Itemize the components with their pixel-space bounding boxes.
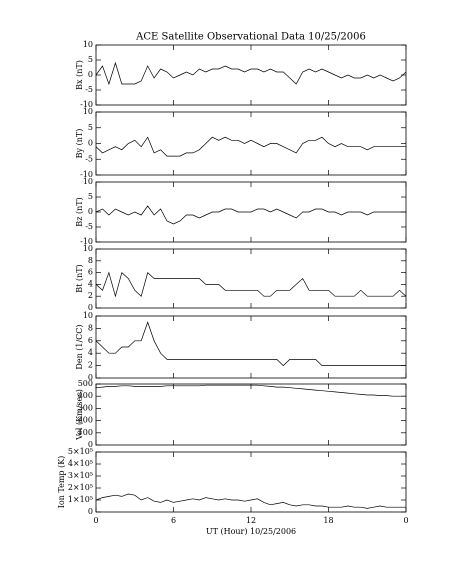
y-tick-label: 10 — [83, 107, 93, 116]
y-axis-label: Bz (nT) — [75, 197, 84, 226]
y-tick-label: -10 — [80, 170, 93, 179]
y-tick-label: 8 — [88, 256, 93, 265]
y-tick-label: 4 — [88, 348, 93, 357]
data-line — [95, 136, 406, 157]
y-tick-label: 10 — [83, 311, 93, 320]
x-tick-label: 18 — [323, 516, 333, 525]
y-tick-label: 2 — [88, 291, 93, 300]
x-tick-label: 6 — [171, 516, 176, 525]
y-tick-label: 0 — [88, 139, 93, 148]
y-tick-label: 2 — [88, 361, 93, 370]
data-line — [95, 384, 406, 397]
data-line — [95, 321, 406, 367]
y-axis-label: Ion Temp (K) — [57, 456, 66, 509]
y-tick-label: 5×10⁵ — [68, 447, 93, 456]
x-axis-label: UT (Hour) 10/25/2006 — [206, 527, 296, 536]
data-line — [95, 493, 406, 509]
y-tick-label: 100 — [78, 428, 93, 437]
y-tick-label: -10 — [80, 237, 93, 246]
y-tick-label: 1×10⁵ — [68, 495, 93, 504]
y-tick-label: 4 — [88, 279, 93, 288]
x-tick-label: 0 — [403, 516, 408, 525]
data-line — [95, 205, 406, 225]
y-tick-label: 5 — [88, 55, 93, 64]
y-tick-label: -5 — [85, 222, 93, 231]
y-tick-label: -5 — [85, 85, 93, 94]
y-tick-label: 10 — [83, 40, 93, 49]
y-axis-label: Bx (nT) — [75, 60, 84, 90]
data-line — [95, 61, 407, 86]
y-tick-label: 6 — [88, 268, 93, 277]
y-tick-label: 500 — [78, 379, 93, 388]
y-tick-label: 0 — [88, 507, 93, 516]
y-tick-label: 0 — [88, 303, 93, 312]
y-tick-label: 0 — [88, 440, 93, 449]
y-tick-label: 200 — [78, 416, 93, 425]
y-tick-label: 3×10⁵ — [68, 471, 93, 480]
y-axis-label: By (nT) — [75, 129, 84, 159]
y-tick-label: 4×10⁵ — [68, 459, 93, 468]
y-tick-label: -5 — [85, 154, 93, 163]
y-tick-label: 5 — [88, 192, 93, 201]
y-axis-label: Den (1/CC) — [75, 324, 84, 369]
y-tick-label: 0 — [88, 70, 93, 79]
y-tick-label: 0 — [88, 207, 93, 216]
y-tick-label: -10 — [80, 100, 93, 109]
y-tick-label: 8 — [88, 323, 93, 332]
y-tick-label: 5 — [88, 123, 93, 132]
chart-title: ACE Satellite Observational Data 10/25/2… — [135, 32, 366, 43]
x-tick-label: 12 — [246, 516, 256, 525]
x-tick-label: 0 — [93, 516, 98, 525]
y-tick-label: 6 — [88, 336, 93, 345]
y-tick-label: 400 — [78, 391, 93, 400]
y-axis-label: Vel (Km/sec) — [75, 389, 84, 441]
y-axis-label: Bt (nT) — [75, 264, 84, 292]
y-tick-label: 2×10⁵ — [68, 483, 93, 492]
y-tick-label: 0 — [88, 373, 93, 382]
data-line — [95, 271, 407, 298]
y-tick-label: 10 — [83, 244, 93, 253]
y-tick-label: 10 — [83, 177, 93, 186]
y-tick-label: 300 — [78, 403, 93, 412]
